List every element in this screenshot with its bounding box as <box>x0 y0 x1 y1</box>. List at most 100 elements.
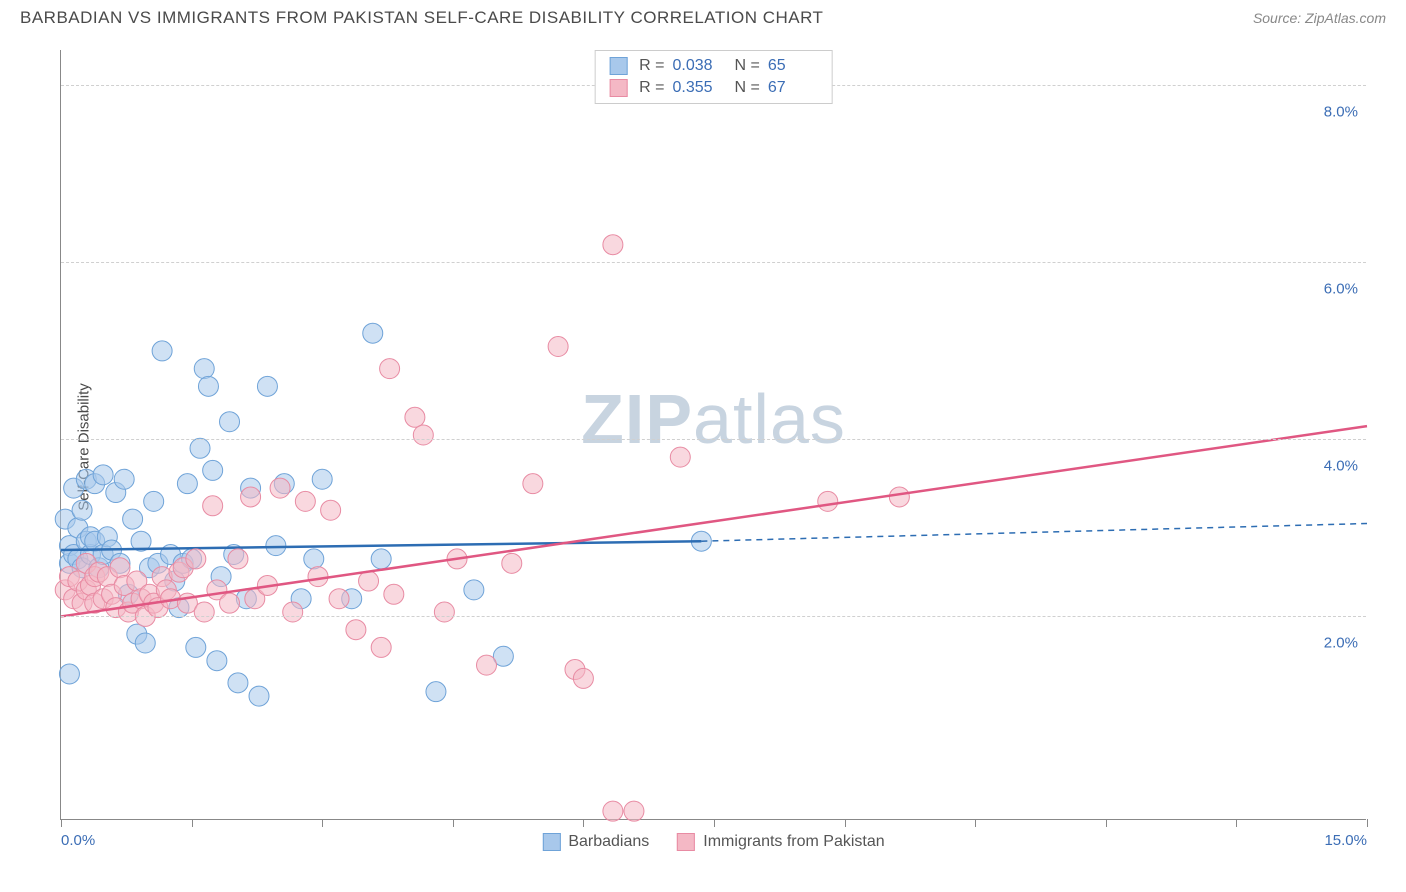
x-tick <box>714 819 715 827</box>
data-point <box>266 536 286 556</box>
legend-correlation: R = 0.038 N = 65 R = 0.355 N = 67 <box>594 50 833 104</box>
r-value: 0.355 <box>673 79 723 97</box>
data-point <box>72 500 92 520</box>
data-point <box>321 500 341 520</box>
x-tick <box>583 819 584 827</box>
chart-source: Source: ZipAtlas.com <box>1253 10 1386 26</box>
data-point <box>573 668 593 688</box>
x-tick <box>192 819 193 827</box>
data-point <box>186 549 206 569</box>
x-tick <box>453 819 454 827</box>
n-label: N = <box>735 57 760 75</box>
data-point <box>434 602 454 622</box>
data-point <box>371 637 391 657</box>
data-point <box>363 323 383 343</box>
data-point <box>207 651 227 671</box>
n-value: 65 <box>768 57 818 75</box>
data-point <box>502 553 522 573</box>
source-label: Source: <box>1253 10 1301 26</box>
data-point <box>110 558 130 578</box>
y-tick-label: 6.0% <box>1324 280 1358 297</box>
legend-correlation-row: R = 0.355 N = 67 <box>609 77 818 99</box>
data-point <box>228 673 248 693</box>
data-point <box>889 487 909 507</box>
data-point <box>477 655 497 675</box>
data-point <box>123 509 143 529</box>
data-point <box>220 412 240 432</box>
chart-title: BARBADIAN VS IMMIGRANTS FROM PAKISTAN SE… <box>20 8 823 28</box>
n-label: N = <box>735 79 760 97</box>
data-point <box>194 359 214 379</box>
data-point <box>548 336 568 356</box>
data-point <box>818 491 838 511</box>
scatter-svg <box>61 50 1366 819</box>
x-tick <box>1367 819 1368 827</box>
data-point <box>144 491 164 511</box>
x-tick <box>61 819 62 827</box>
legend-swatch <box>677 833 695 851</box>
x-tick <box>1106 819 1107 827</box>
data-point <box>59 664 79 684</box>
gridline <box>61 439 1366 440</box>
data-point <box>405 407 425 427</box>
legend-series-label: Immigrants from Pakistan <box>703 833 884 851</box>
data-point <box>186 637 206 657</box>
y-tick-label: 4.0% <box>1324 457 1358 474</box>
data-point <box>220 593 240 613</box>
data-point <box>371 549 391 569</box>
data-point <box>603 801 623 821</box>
data-point <box>523 474 543 494</box>
gridline <box>61 262 1366 263</box>
r-label: R = <box>639 79 664 97</box>
chart-header: BARBADIAN VS IMMIGRANTS FROM PAKISTAN SE… <box>0 0 1406 32</box>
data-point <box>464 580 484 600</box>
data-point <box>308 567 328 587</box>
data-point <box>190 438 210 458</box>
data-point <box>93 465 113 485</box>
data-point <box>384 584 404 604</box>
source-name: ZipAtlas.com <box>1305 10 1386 26</box>
data-point <box>194 602 214 622</box>
data-point <box>359 571 379 591</box>
data-point <box>603 235 623 255</box>
x-tick-label: 15.0% <box>1324 832 1367 849</box>
data-point <box>270 478 290 498</box>
y-tick-label: 8.0% <box>1324 103 1358 120</box>
legend-series-item: Immigrants from Pakistan <box>677 833 884 851</box>
data-point <box>203 460 223 480</box>
data-point <box>241 487 261 507</box>
data-point <box>177 474 197 494</box>
data-point <box>249 686 269 706</box>
legend-series-label: Barbadians <box>568 833 649 851</box>
plot-area: ZIPatlas R =0.038N =65R =0.355N =67 Barb… <box>60 50 1366 820</box>
data-point <box>295 491 315 511</box>
data-point <box>257 376 277 396</box>
data-point <box>198 376 218 396</box>
trend-line <box>61 426 1367 616</box>
data-point <box>114 469 134 489</box>
y-tick-label: 2.0% <box>1324 634 1358 651</box>
data-point <box>152 341 172 361</box>
r-value: 0.038 <box>673 57 723 75</box>
data-point <box>203 496 223 516</box>
data-point <box>329 589 349 609</box>
legend-swatch <box>609 79 627 97</box>
n-value: 67 <box>768 79 818 97</box>
legend-series: Barbadians Immigrants from Pakistan <box>542 833 884 851</box>
data-point <box>670 447 690 467</box>
data-point <box>135 633 155 653</box>
legend-series-item: Barbadians <box>542 833 649 851</box>
legend-swatch <box>609 57 627 75</box>
x-tick <box>975 819 976 827</box>
x-tick-label: 0.0% <box>61 832 95 849</box>
data-point <box>346 620 366 640</box>
legend-swatch <box>542 833 560 851</box>
legend-correlation-row: R =0.038N =65 <box>609 55 818 77</box>
x-tick <box>1236 819 1237 827</box>
data-point <box>624 801 644 821</box>
trend-line-dashed <box>701 524 1367 542</box>
data-point <box>304 549 324 569</box>
x-tick <box>845 819 846 827</box>
x-tick <box>322 819 323 827</box>
chart-container: Self-Care Disability ZIPatlas R =0.038N … <box>20 32 1386 862</box>
